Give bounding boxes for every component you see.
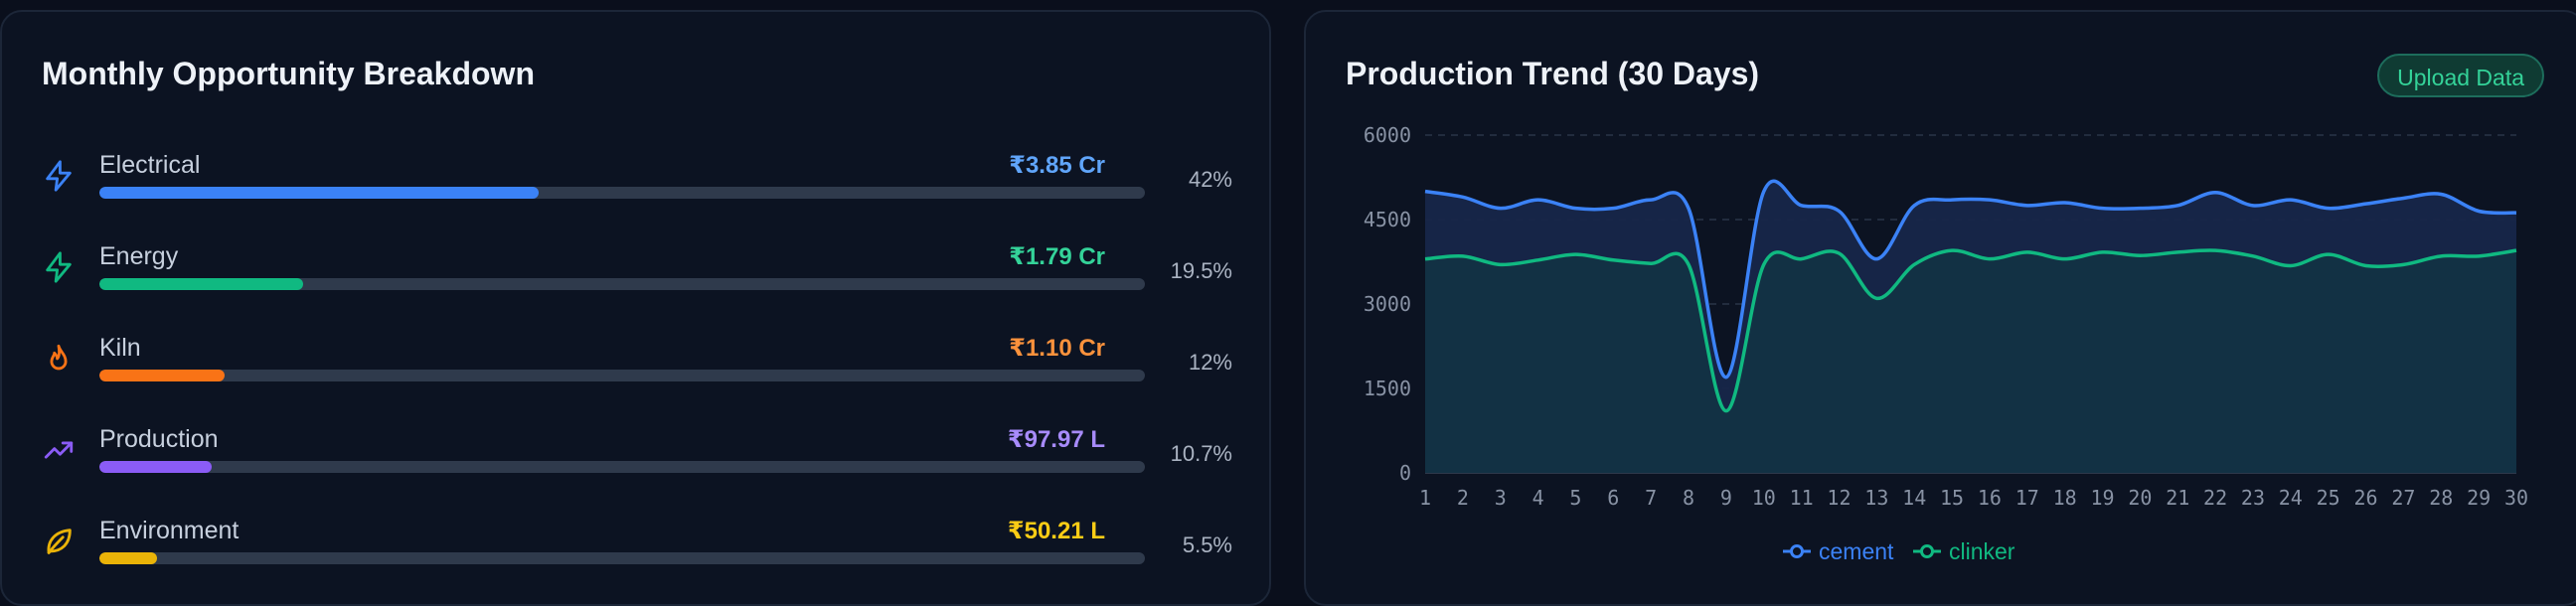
x-tick-label: 24: [2279, 486, 2303, 510]
x-tick-label: 4: [1532, 486, 1544, 510]
category-label: Environment: [99, 517, 240, 544]
progress-bar: [99, 187, 1145, 199]
x-tick-label: 17: [2015, 486, 2039, 510]
progress-fill: [99, 370, 226, 381]
x-tick-label: 30: [2504, 486, 2528, 510]
x-tick-label: 12: [1827, 486, 1851, 510]
category-percent: 12%: [1188, 350, 1232, 375]
x-tick-label: 23: [2241, 486, 2265, 510]
x-tick-label: 10: [1752, 486, 1776, 510]
flame-icon: [50, 344, 68, 371]
progress-fill: [99, 278, 304, 290]
x-tick-label: 5: [1569, 486, 1581, 510]
progress-fill: [99, 187, 539, 199]
x-tick-label: 11: [1790, 486, 1814, 510]
category-row-energy: Energy ₹1.79 Cr 19.5%: [42, 242, 1234, 322]
x-tick-label: 3: [1495, 486, 1507, 510]
category-row-electrical: Electrical ₹3.85 Cr 42%: [42, 151, 1234, 230]
series-line-cement: [1424, 179, 2517, 379]
category-value: ₹50.21 L: [1007, 518, 1105, 544]
y-tick-label: 0: [1399, 461, 1411, 485]
x-tick-label: 16: [1978, 486, 2002, 510]
x-tick-label: 22: [2203, 486, 2227, 510]
leaf-icon: [47, 529, 72, 554]
x-tick-label: 18: [2053, 486, 2077, 510]
x-tick-label: 6: [1607, 486, 1619, 510]
series-line-clinker: [1424, 248, 2517, 413]
progress-bar: [99, 552, 1145, 564]
category-label: Production: [99, 425, 219, 453]
x-tick-label: 14: [1902, 486, 1926, 510]
progress-fill: [99, 461, 212, 473]
category-percent: 19.5%: [1170, 258, 1232, 283]
x-tick-label: 27: [2391, 486, 2415, 510]
x-tick-label: 20: [2128, 486, 2152, 510]
x-tick-label: 19: [2090, 486, 2114, 510]
x-tick-label: 8: [1683, 486, 1694, 510]
card-title: Monthly Opportunity Breakdown: [42, 56, 535, 91]
lightning-icon: [46, 251, 72, 283]
x-tick-label: 7: [1645, 486, 1657, 510]
y-tick-label: 4500: [1364, 208, 1411, 231]
progress-bar: [99, 278, 1145, 290]
x-tick-label: 1: [1419, 486, 1431, 510]
category-value: ₹97.97 L: [1007, 426, 1105, 453]
x-tick-label: 2: [1457, 486, 1469, 510]
y-tick-label: 3000: [1364, 292, 1411, 316]
legend-label-cement: cement: [1819, 538, 1894, 564]
x-tick-label: 21: [2166, 486, 2189, 510]
y-tick-label: 1500: [1364, 377, 1411, 400]
x-tick-label: 28: [2429, 486, 2453, 510]
category-value: ₹1.79 Cr: [1009, 243, 1105, 270]
x-tick-label: 15: [1940, 486, 1964, 510]
progress-bar: [99, 461, 1145, 473]
category-value: ₹3.85 Cr: [1009, 152, 1105, 179]
progress-fill: [99, 552, 157, 564]
legend-marker-dot-clinker: [1920, 544, 1934, 558]
category-label: Energy: [99, 242, 179, 270]
y-tick-label: 6000: [1364, 123, 1411, 147]
category-value: ₹1.10 Cr: [1009, 335, 1105, 362]
x-tick-label: 29: [2467, 486, 2491, 510]
category-row-environment: Environment ₹50.21 L 5.5%: [42, 517, 1234, 596]
category-label: Kiln: [99, 334, 141, 362]
category-label: Electrical: [99, 151, 201, 179]
x-tick-label: 26: [2354, 486, 2378, 510]
trending-up-icon: [44, 441, 74, 459]
category-percent: 10.7%: [1170, 441, 1232, 466]
opportunity-breakdown-card: Monthly Opportunity Breakdown Electrical…: [0, 10, 1271, 606]
upload-data-button[interactable]: Upload Data: [2377, 54, 2544, 97]
legend-label-clinker: clinker: [1949, 538, 2015, 564]
progress-bar: [99, 370, 1145, 381]
category-percent: 5.5%: [1182, 532, 1232, 557]
x-tick-label: 25: [2317, 486, 2340, 510]
series-area-clinker: [1425, 250, 2516, 473]
x-tick-label: 9: [1720, 486, 1732, 510]
lightning-icon: [46, 160, 72, 192]
category-row-kiln: Kiln ₹1.10 Cr 12%: [42, 334, 1234, 413]
category-row-production: Production ₹97.97 L 10.7%: [42, 425, 1234, 505]
category-percent: 42%: [1188, 167, 1232, 192]
legend-marker-dot-cement: [1790, 544, 1804, 558]
card-title: Production Trend (30 Days): [1346, 56, 1760, 91]
x-tick-label: 13: [1864, 486, 1888, 510]
